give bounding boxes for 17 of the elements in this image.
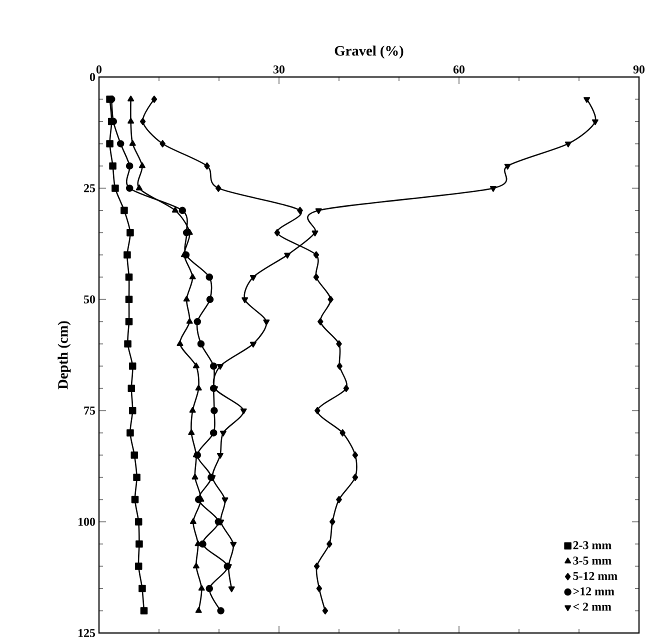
legend-label: 2-3 mm — [573, 541, 612, 550]
legend-label: 3-5 mm — [573, 556, 612, 565]
x-tick-label: 0 — [96, 65, 102, 74]
y-tick-label: 50 — [84, 295, 96, 304]
x-axis-title: Gravel (%) — [334, 46, 404, 59]
legend-label: >12 mm — [573, 587, 614, 596]
y-tick-label: 0 — [90, 72, 96, 82]
y-tick-label: 100 — [78, 518, 96, 526]
y-tick-label: 75 — [84, 406, 96, 415]
y-tick-label: 25 — [84, 184, 96, 192]
x-tick-label: 90 — [633, 65, 645, 74]
y-tick-label: 125 — [78, 628, 96, 638]
x-tick-label: 60 — [453, 65, 465, 74]
y-axis-title: Depth (cm) — [58, 321, 71, 390]
legend-label: 5-12 mm — [573, 572, 618, 580]
legend-label: < 2 mm — [573, 602, 612, 611]
x-tick-label: 30 — [273, 65, 285, 74]
